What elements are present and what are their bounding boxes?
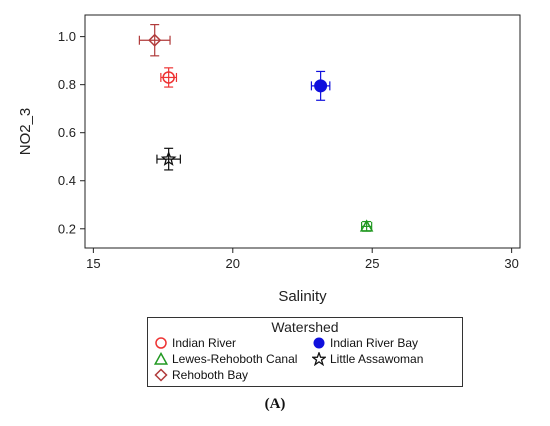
x-tick-label: 25	[365, 256, 379, 271]
y-tick-label: 0.8	[58, 77, 76, 92]
legend-item-indian-river: Indian River	[154, 336, 236, 350]
plot-frame	[84, 14, 521, 249]
open-star-icon	[312, 352, 326, 366]
x-tick-label: 30	[504, 256, 518, 271]
legend: Watershed Indian River Indian River Bay …	[147, 317, 463, 387]
legend-label: Rehoboth Bay	[172, 368, 249, 382]
legend-label: Indian River Bay	[330, 336, 419, 350]
open-circle-icon	[155, 337, 167, 349]
legend-label: Little Assawoman	[330, 352, 424, 366]
x-tick-label: 20	[226, 256, 240, 271]
legend-item-little-assawoman: Little Assawoman	[312, 352, 423, 366]
legend-title: Watershed	[271, 319, 339, 335]
filled-circle-icon	[313, 337, 325, 349]
x-tick-label: 15	[86, 256, 100, 271]
legend-label: Indian River	[172, 336, 237, 350]
point-lewes-rehoboth-canal	[359, 219, 374, 232]
point-little-assawoman	[160, 150, 177, 166]
open-triangle-icon	[154, 352, 168, 365]
x-axis-title: Salinity	[278, 288, 327, 305]
legend-item-indian-river-bay: Indian River Bay	[312, 336, 418, 350]
y-tick-label: 1.0	[58, 29, 76, 44]
y-tick-label: 0.4	[58, 173, 76, 188]
y-axis-title: NO2_3	[17, 108, 34, 156]
point-indian-river	[162, 71, 175, 84]
y-tick-label: 0.6	[58, 125, 76, 140]
legend-item-rehoboth-bay: Rehoboth Bay	[154, 368, 248, 382]
figure-caption: (A)	[264, 396, 286, 412]
y-tick-label: 0.2	[58, 221, 76, 236]
legend-label: Lewes-Rehoboth Canal	[172, 352, 298, 366]
point-rehoboth-bay	[148, 33, 162, 47]
legend-item-lewes-rehoboth-canal: Lewes-Rehoboth Canal	[154, 352, 297, 366]
point-indian-river-bay	[314, 79, 328, 93]
open-diamond-icon	[154, 368, 168, 382]
